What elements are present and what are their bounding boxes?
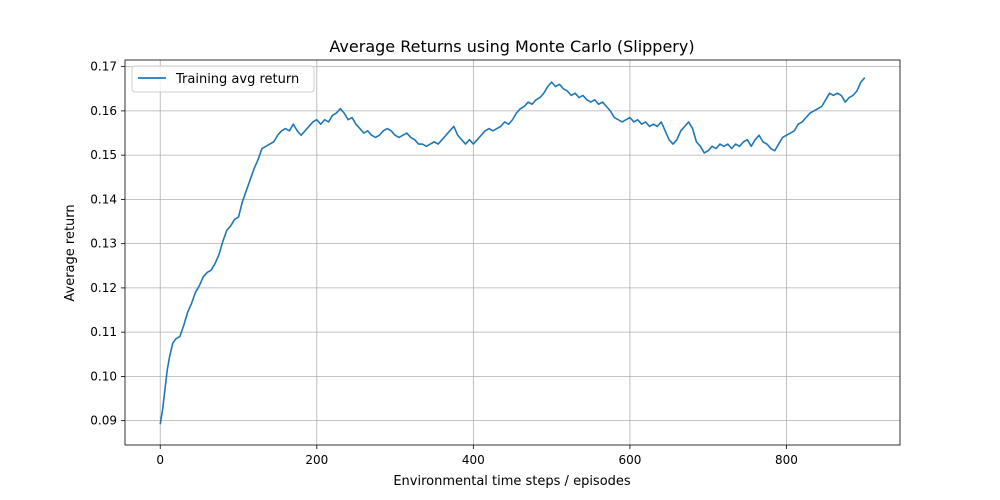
x-axis-ticks: 0 200 400 600 800 — [156, 445, 798, 467]
legend: Training avg return — [131, 65, 315, 93]
y-tick-label: 0.12 — [90, 281, 117, 295]
x-tick-label: 200 — [305, 453, 328, 467]
chart-title: Average Returns using Monte Carlo (Slipp… — [329, 37, 694, 56]
y-tick-label: 0.17 — [90, 60, 117, 74]
x-tick-label: 800 — [775, 453, 798, 467]
y-tick-label: 0.11 — [90, 325, 117, 339]
legend-box — [131, 65, 315, 93]
y-tick-label: 0.09 — [90, 414, 117, 428]
x-tick-label: 400 — [462, 453, 485, 467]
plot-frame — [124, 59, 901, 446]
y-tick-label: 0.14 — [90, 192, 117, 206]
x-axis-label: Environmental time steps / episodes — [393, 474, 631, 489]
grid — [125, 60, 900, 445]
y-tick-label: 0.15 — [90, 148, 117, 162]
legend-label-training-avg-return: Training avg return — [175, 72, 299, 87]
y-axis-ticks: 0.09 0.10 0.11 0.12 0.13 0.14 0.15 0.16 0.17 — [90, 60, 125, 428]
x-tick-label: 0 — [156, 453, 164, 467]
y-tick-label: 0.16 — [90, 104, 117, 118]
x-tick-label: 600 — [618, 453, 641, 467]
series-layer — [159, 77, 866, 425]
y-axis-label: Average return — [63, 204, 78, 301]
series-line-training-avg-return — [159, 77, 866, 425]
y-tick-label: 0.10 — [90, 369, 117, 383]
y-tick-label: 0.13 — [90, 237, 117, 251]
